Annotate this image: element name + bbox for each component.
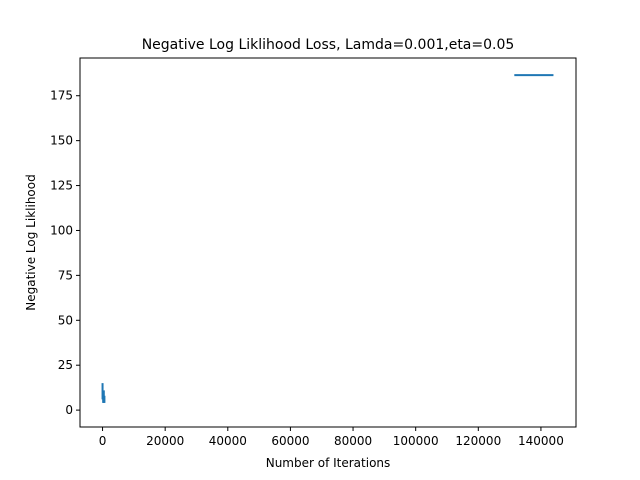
data-series — [101, 74, 554, 403]
x-tick-label: 60000 — [271, 434, 309, 448]
x-tick-label: 120000 — [455, 434, 501, 448]
y-tick-label: 0 — [65, 403, 73, 417]
y-tick-label: 175 — [50, 89, 73, 103]
y-tick-label: 100 — [50, 223, 73, 237]
y-tick-label: 25 — [58, 358, 73, 372]
y-axis: 0 25 50 75 100 125 150 175 — [50, 89, 80, 417]
plot-frame — [79, 57, 577, 428]
y-tick-label: 150 — [50, 134, 73, 148]
x-tick-label: 100000 — [393, 434, 439, 448]
x-axis: 0 20000 40000 60000 80000 100000 120000 140000 — [99, 427, 564, 448]
x-tick-label: 140000 — [518, 434, 564, 448]
y-axis-label: Negative Log Liklihood — [24, 174, 38, 310]
x-tick-label: 80000 — [334, 434, 372, 448]
x-tick-label: 0 — [99, 434, 107, 448]
x-tick-label: 40000 — [209, 434, 247, 448]
y-tick-label: 50 — [58, 313, 73, 327]
x-tick-label: 20000 — [146, 434, 184, 448]
y-tick-label: 125 — [50, 179, 73, 193]
x-axis-label: Number of Iterations — [266, 456, 391, 470]
y-tick-label: 75 — [58, 268, 73, 282]
chart-title: Negative Log Liklihood Loss, Lamda=0.001… — [142, 37, 515, 53]
